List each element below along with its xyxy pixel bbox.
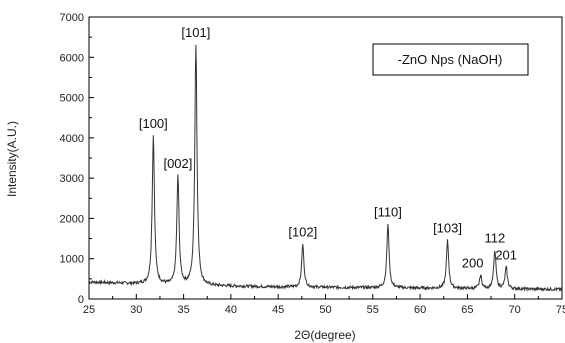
x-tick-label: 35 <box>177 304 189 316</box>
x-axis-label: 2Θ(degree) <box>294 328 355 342</box>
x-tick-label: 55 <box>367 304 379 316</box>
x-tick-label: 40 <box>225 304 237 316</box>
xrd-pattern-line <box>88 44 563 293</box>
x-tick-label: 65 <box>461 304 473 316</box>
peak-label: 201 <box>495 248 517 263</box>
peak-label: 200 <box>462 256 484 271</box>
y-tick-label: 4000 <box>60 133 84 145</box>
peak-label: [100] <box>139 116 168 131</box>
x-tick-label: 25 <box>83 304 95 316</box>
y-tick-label: 6000 <box>60 52 84 64</box>
peak-label: [101] <box>181 25 210 40</box>
legend-text: -ZnO Nps (NaOH) <box>398 52 503 67</box>
peak-label: [102] <box>288 225 317 240</box>
x-tick-label: 50 <box>319 304 331 316</box>
y-tick-label: 5000 <box>60 93 84 105</box>
peak-label: [103] <box>433 221 462 236</box>
peak-label: 112 <box>484 231 505 246</box>
y-tick-label: 2000 <box>60 213 84 225</box>
y-axis: 0 1000 2000 3000 4000 5000 6000 7000 <box>60 12 94 306</box>
y-tick-label: 1000 <box>60 254 84 266</box>
y-axis-label: Intensity(A.U.) <box>5 121 19 197</box>
x-tick-label: 30 <box>130 304 142 316</box>
x-tick-label: 70 <box>509 304 521 316</box>
legend: -ZnO Nps (NaOH) <box>372 43 529 76</box>
peak-label: [110] <box>374 204 402 219</box>
peak-label: [002] <box>163 156 192 171</box>
x-axis: 25 30 35 40 45 50 55 60 65 70 75 <box>83 294 565 316</box>
y-tick-label: 0 <box>78 294 84 306</box>
legend-box <box>372 43 529 76</box>
y-tick-label: 7000 <box>60 12 84 24</box>
x-tick-label: 75 <box>556 304 565 316</box>
x-tick-label: 60 <box>414 304 426 316</box>
y-tick-label: 3000 <box>60 173 84 185</box>
x-tick-label: 45 <box>272 304 284 316</box>
